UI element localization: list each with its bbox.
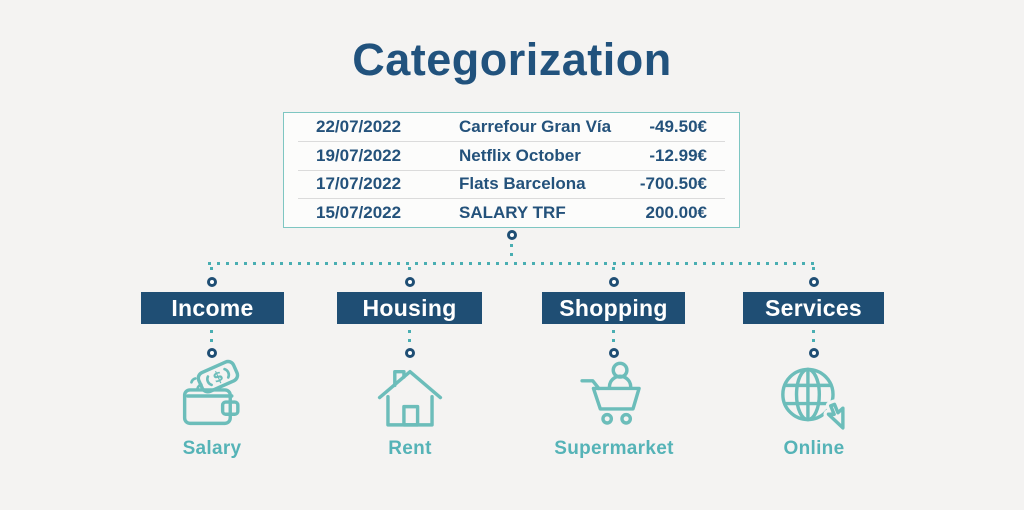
connector-node-icon: [809, 277, 819, 287]
txn-date: 22/07/2022: [316, 116, 402, 136]
connector-line: [210, 267, 213, 275]
table-row: 17/07/2022 Flats Barcelona -700.50€: [298, 171, 725, 200]
figure-housing: Rent: [330, 358, 490, 460]
txn-date: 19/07/2022: [316, 145, 402, 165]
house-icon: [377, 369, 443, 427]
txn-date: 17/07/2022: [316, 174, 402, 194]
table-row: 19/07/2022 Netflix October -12.99€: [298, 142, 725, 171]
table-row: 22/07/2022 Carrefour Gran Vía -49.50€: [298, 113, 725, 142]
category-box-shopping: Shopping: [542, 292, 685, 324]
connector-node-icon: [207, 348, 217, 358]
wallet-money-icon: $: [182, 359, 240, 426]
globe-cursor-icon: [781, 367, 848, 433]
figure-label: Online: [783, 438, 845, 459]
category-box-housing: Housing: [337, 292, 482, 324]
txn-amount: -49.50€: [649, 116, 707, 136]
category-label: Shopping: [559, 294, 668, 321]
cart-person-icon: [580, 361, 641, 425]
connector-node-icon: [809, 348, 819, 358]
connector-node-icon: [207, 277, 217, 287]
connector-node-icon: [609, 277, 619, 287]
category-label: Housing: [362, 294, 457, 321]
category-box-services: Services: [743, 292, 884, 324]
connector-line: [510, 244, 513, 261]
txn-description: SALARY TRF: [459, 203, 566, 223]
connector-line: [612, 330, 615, 344]
connector-node-icon: [405, 277, 415, 287]
connector-line: [208, 262, 816, 265]
table-row: 15/07/2022 SALARY TRF 200.00€: [298, 199, 725, 227]
txn-date: 15/07/2022: [316, 203, 402, 223]
page-title: Categorization: [352, 34, 672, 85]
txn-amount: -700.50€: [639, 174, 707, 194]
connector-line: [612, 267, 615, 275]
figure-shopping: Supermarket: [534, 358, 694, 460]
category-label: Income: [171, 294, 254, 321]
connector-line: [408, 330, 411, 344]
connector-node-icon: [609, 348, 619, 358]
connector-node-icon: [507, 230, 517, 240]
connector-node-icon: [405, 348, 415, 358]
category-label: Services: [764, 294, 863, 321]
connector-line: [408, 267, 411, 275]
figure-label: Supermarket: [554, 438, 674, 459]
txn-description: Carrefour Gran Vía: [459, 116, 612, 136]
connector-line: [812, 267, 815, 275]
txn-description: Netflix October: [459, 145, 581, 165]
figure-label: Salary: [182, 438, 242, 459]
transactions-table: 22/07/2022 Carrefour Gran Vía -49.50€ 19…: [283, 112, 740, 228]
connector-line: [210, 330, 213, 344]
txn-amount: 200.00€: [645, 203, 707, 223]
figure-label: Rent: [388, 438, 432, 459]
txn-amount: -12.99€: [649, 145, 707, 165]
category-box-income: Income: [141, 292, 284, 324]
txn-description: Flats Barcelona: [459, 174, 586, 194]
figure-income: $ Salary: [132, 358, 292, 460]
figure-services: Online: [734, 358, 894, 460]
connector-line: [812, 330, 815, 344]
